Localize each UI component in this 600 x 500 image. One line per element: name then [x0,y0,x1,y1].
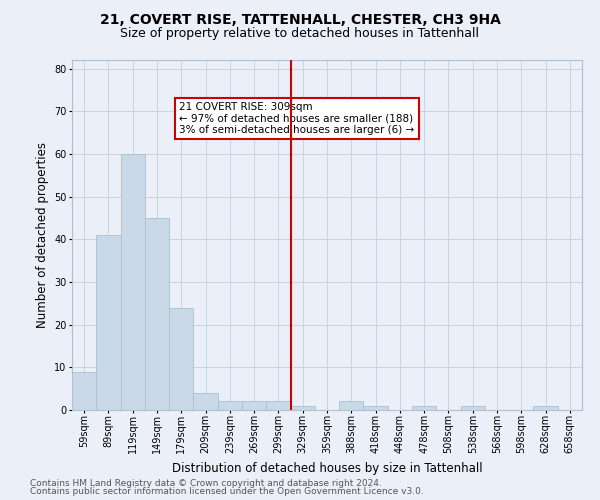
Bar [339,402,364,410]
Bar [461,406,485,410]
Bar [121,154,145,410]
Bar [72,372,96,410]
Bar [533,406,558,410]
Bar [412,406,436,410]
Bar [242,402,266,410]
Bar [145,218,169,410]
Text: Contains public sector information licensed under the Open Government Licence v3: Contains public sector information licen… [30,487,424,496]
Bar [364,406,388,410]
Bar [266,402,290,410]
Text: Size of property relative to detached houses in Tattenhall: Size of property relative to detached ho… [121,28,479,40]
Text: 21, COVERT RISE, TATTENHALL, CHESTER, CH3 9HA: 21, COVERT RISE, TATTENHALL, CHESTER, CH… [100,12,500,26]
Bar [169,308,193,410]
Text: Contains HM Land Registry data © Crown copyright and database right 2024.: Contains HM Land Registry data © Crown c… [30,478,382,488]
Text: 21 COVERT RISE: 309sqm
← 97% of detached houses are smaller (188)
3% of semi-det: 21 COVERT RISE: 309sqm ← 97% of detached… [179,102,415,135]
Bar [193,393,218,410]
Bar [96,235,121,410]
Y-axis label: Number of detached properties: Number of detached properties [35,142,49,328]
X-axis label: Distribution of detached houses by size in Tattenhall: Distribution of detached houses by size … [172,462,482,475]
Bar [218,402,242,410]
Bar [290,406,315,410]
